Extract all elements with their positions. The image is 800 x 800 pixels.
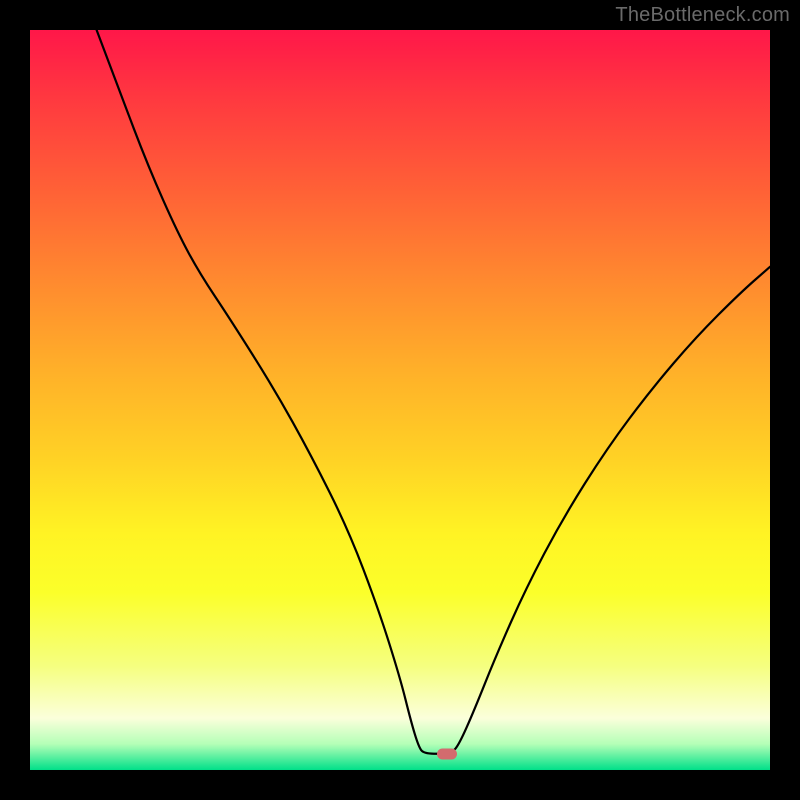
optimal-marker [437,749,457,760]
watermark-text: TheBottleneck.com [615,4,790,27]
chart-panel [30,30,770,770]
curve-path [97,30,770,754]
bottleneck-curve [30,30,770,770]
